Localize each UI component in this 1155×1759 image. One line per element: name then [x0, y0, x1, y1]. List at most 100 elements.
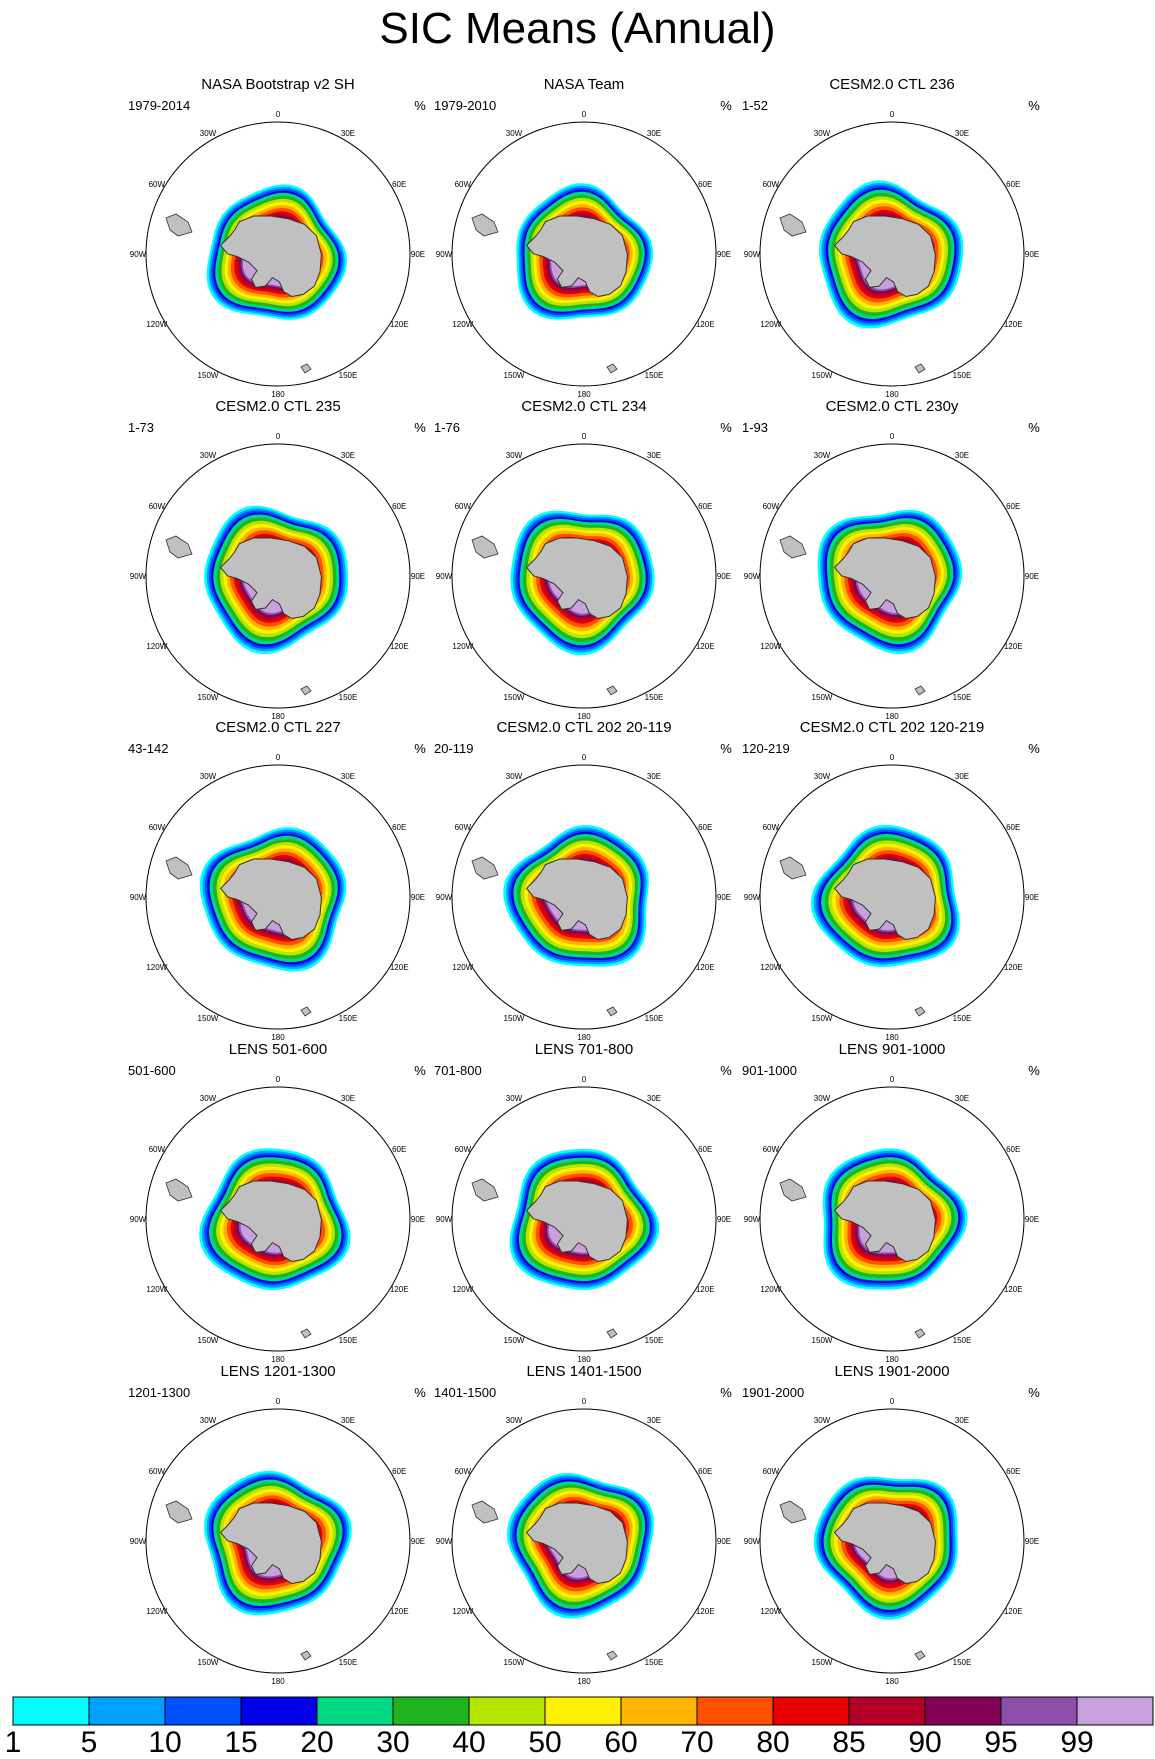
lon-label-30W: 30W — [814, 451, 831, 460]
lon-label-30W: 30W — [200, 129, 217, 138]
lon-label-60E: 60E — [1006, 1145, 1020, 1154]
lon-label-60W: 60W — [455, 1145, 472, 1154]
lon-label-180: 180 — [885, 712, 899, 721]
panel-years: 1-76 — [434, 420, 460, 435]
panel-4: CESM2.0 CTL 235 1-73 % 0 30E 60E 90E 120E 150E 18… — [128, 398, 426, 721]
new-zealand-land — [914, 363, 926, 374]
south-america-land — [165, 1178, 193, 1202]
lon-label-120E: 120E — [696, 320, 715, 329]
panel-years: 120-219 — [742, 741, 790, 756]
lon-label-90W: 90W — [130, 893, 147, 902]
lon-label-120E: 120E — [390, 1285, 409, 1294]
south-america-land — [165, 1500, 193, 1524]
lon-label-120W: 120W — [452, 1607, 473, 1616]
south-america-land — [471, 1178, 499, 1202]
new-zealand-land — [606, 1328, 618, 1339]
lon-label-120E: 120E — [390, 642, 409, 651]
panel-years: 1-52 — [742, 98, 768, 113]
panel-8: CESM2.0 CTL 202 20-119 20-119 % 0 30E 60E 90E 1… — [434, 719, 732, 1042]
lon-label-120W: 120W — [146, 1607, 167, 1616]
lon-label-150E: 150E — [645, 693, 664, 702]
lon-label-30E: 30E — [647, 451, 661, 460]
lon-label-30W: 30W — [506, 1094, 523, 1103]
lon-label-60W: 60W — [455, 1467, 472, 1476]
south-america-land — [779, 1500, 807, 1524]
new-zealand-land — [606, 1006, 618, 1017]
lon-label-90W: 90W — [130, 250, 147, 259]
lon-label-60E: 60E — [1006, 502, 1020, 511]
panel-units: % — [414, 1385, 426, 1400]
lon-label-150W: 150W — [812, 693, 833, 702]
lon-label-30E: 30E — [955, 1416, 969, 1425]
lon-label-120E: 120E — [1004, 642, 1023, 651]
lon-label-30E: 30E — [341, 1094, 355, 1103]
south-america-land — [165, 213, 193, 237]
lon-label-120E: 120E — [696, 1285, 715, 1294]
colorbar-swatch-8 — [544, 1696, 622, 1726]
lon-label-90E: 90E — [1025, 1537, 1039, 1546]
lon-label-120W: 120W — [452, 963, 473, 972]
lon-label-150E: 150E — [339, 1014, 358, 1023]
lon-label-0: 0 — [582, 432, 587, 441]
lon-label-120W: 120W — [452, 642, 473, 651]
lon-label-180: 180 — [885, 1033, 899, 1042]
lon-label-90E: 90E — [1025, 250, 1039, 259]
colorbar-swatch-7 — [468, 1696, 546, 1726]
lon-label-180: 180 — [271, 390, 285, 399]
lon-label-30W: 30W — [506, 1416, 523, 1425]
lon-label-90W: 90W — [744, 893, 761, 902]
new-zealand-land — [300, 1006, 312, 1017]
lon-label-150W: 150W — [198, 371, 219, 380]
lon-label-150E: 150E — [645, 371, 664, 380]
lon-label-0: 0 — [582, 753, 587, 762]
lon-label-30W: 30W — [200, 772, 217, 781]
lon-label-60E: 60E — [698, 823, 712, 832]
new-zealand-land — [300, 1650, 312, 1661]
lon-label-120W: 120W — [760, 320, 781, 329]
lon-label-120E: 120E — [1004, 963, 1023, 972]
panel-years: 1201-1300 — [128, 1385, 190, 1400]
lon-label-60W: 60W — [149, 180, 166, 189]
panel-title: CESM2.0 CTL 235 — [215, 398, 340, 415]
lon-label-150E: 150E — [339, 693, 358, 702]
new-zealand-land — [914, 1650, 926, 1661]
colorbar-swatch-9 — [620, 1696, 698, 1726]
lon-label-90E: 90E — [717, 1215, 731, 1224]
lon-label-90W: 90W — [744, 572, 761, 581]
lon-label-0: 0 — [582, 1075, 587, 1084]
antarctica-land — [833, 537, 936, 620]
panel-years: 1979-2010 — [434, 98, 496, 113]
panel-13: LENS 1201-1300 1201-1300 % 0 30E 60E 90E 120E 15… — [128, 1363, 426, 1686]
panel-units: % — [414, 741, 426, 756]
panel-years: 1979-2014 — [128, 98, 190, 113]
lon-label-120E: 120E — [696, 1607, 715, 1616]
lon-label-30W: 30W — [200, 451, 217, 460]
panel-units: % — [720, 1385, 732, 1400]
lon-label-90W: 90W — [130, 1215, 147, 1224]
lon-label-150W: 150W — [504, 371, 525, 380]
antarctica-land — [219, 1502, 322, 1585]
panel-6: CESM2.0 CTL 230y 1-93 % 0 30E 60E 90E 120E 150E 1… — [742, 398, 1040, 721]
colorbar-tick-label: 30 — [376, 1726, 409, 1759]
lon-label-60E: 60E — [1006, 180, 1020, 189]
colorbar-tick-label: 5 — [81, 1726, 98, 1759]
lon-label-90E: 90E — [1025, 893, 1039, 902]
lon-label-60W: 60W — [763, 823, 780, 832]
panel-units: % — [720, 98, 732, 113]
new-zealand-land — [914, 1006, 926, 1017]
lon-label-60W: 60W — [149, 823, 166, 832]
panel-12: LENS 901-1000 901-1000 % 0 30E 60E 90E 120E 150E… — [742, 1041, 1040, 1364]
lon-label-60E: 60E — [698, 502, 712, 511]
lon-label-150W: 150W — [198, 1658, 219, 1667]
south-america-land — [779, 856, 807, 880]
lon-label-150W: 150W — [198, 693, 219, 702]
south-america-land — [471, 856, 499, 880]
lon-label-150W: 150W — [812, 1014, 833, 1023]
lon-label-30E: 30E — [955, 451, 969, 460]
lon-label-30E: 30E — [955, 772, 969, 781]
panel-years: 20-119 — [434, 741, 474, 756]
colorbar-swatch-15 — [1076, 1696, 1154, 1726]
colorbar-swatch-6 — [392, 1696, 470, 1726]
south-america-land — [471, 535, 499, 559]
lon-label-150W: 150W — [504, 1014, 525, 1023]
